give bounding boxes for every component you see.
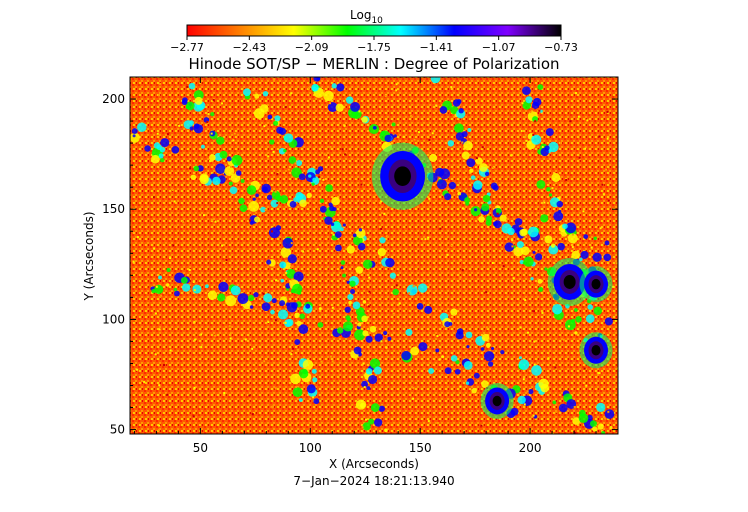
- colorbar-tick-label: −1.75: [357, 41, 391, 54]
- colorbar-tick-label: −2.77: [170, 41, 204, 54]
- y-tick-label: 50: [110, 423, 125, 437]
- x-tick-label: 100: [299, 441, 322, 455]
- y-tick-label: 100: [102, 312, 125, 326]
- x-tick-label: 200: [519, 441, 542, 455]
- colorbar-tick-label: −1.41: [419, 41, 453, 54]
- heatmap-image: [130, 77, 618, 434]
- colorbar-tick-label: −2.43: [232, 41, 266, 54]
- colorbar: [186, 24, 562, 37]
- y-tick-label: 150: [102, 202, 125, 216]
- spot-core: [394, 166, 411, 186]
- spot-core: [492, 395, 502, 407]
- x-axis-label: X (Arcseconds): [329, 457, 419, 471]
- colorbar-ticks: −2.77 −2.43 −2.09 −1.75 −1.41 −1.07 −0.73: [170, 36, 578, 54]
- y-tick-label: 200: [102, 92, 125, 106]
- spot-core: [591, 345, 601, 356]
- colorbar-label: Log10: [350, 8, 383, 26]
- spot-core: [591, 278, 601, 290]
- y-axis-label: Y (Arcseconds): [82, 211, 96, 301]
- axes: 50 100 150 200 50 100 150 200: [102, 76, 619, 455]
- plot-frame: [129, 76, 619, 435]
- x-tick-label: 50: [193, 441, 208, 455]
- x-tick-label: 150: [409, 441, 432, 455]
- colorbar-tick-label: −2.09: [295, 41, 329, 54]
- timestamp: 7−Jan−2024 18:21:13.940: [293, 474, 454, 488]
- spot-core: [563, 274, 576, 289]
- colorbar-tick-label: −1.07: [482, 41, 516, 54]
- spots: [371, 142, 613, 419]
- chart-title: Hinode SOT/SP − MERLIN : Degree of Polar…: [188, 55, 559, 73]
- colorbar-tick-label: −0.73: [544, 41, 578, 54]
